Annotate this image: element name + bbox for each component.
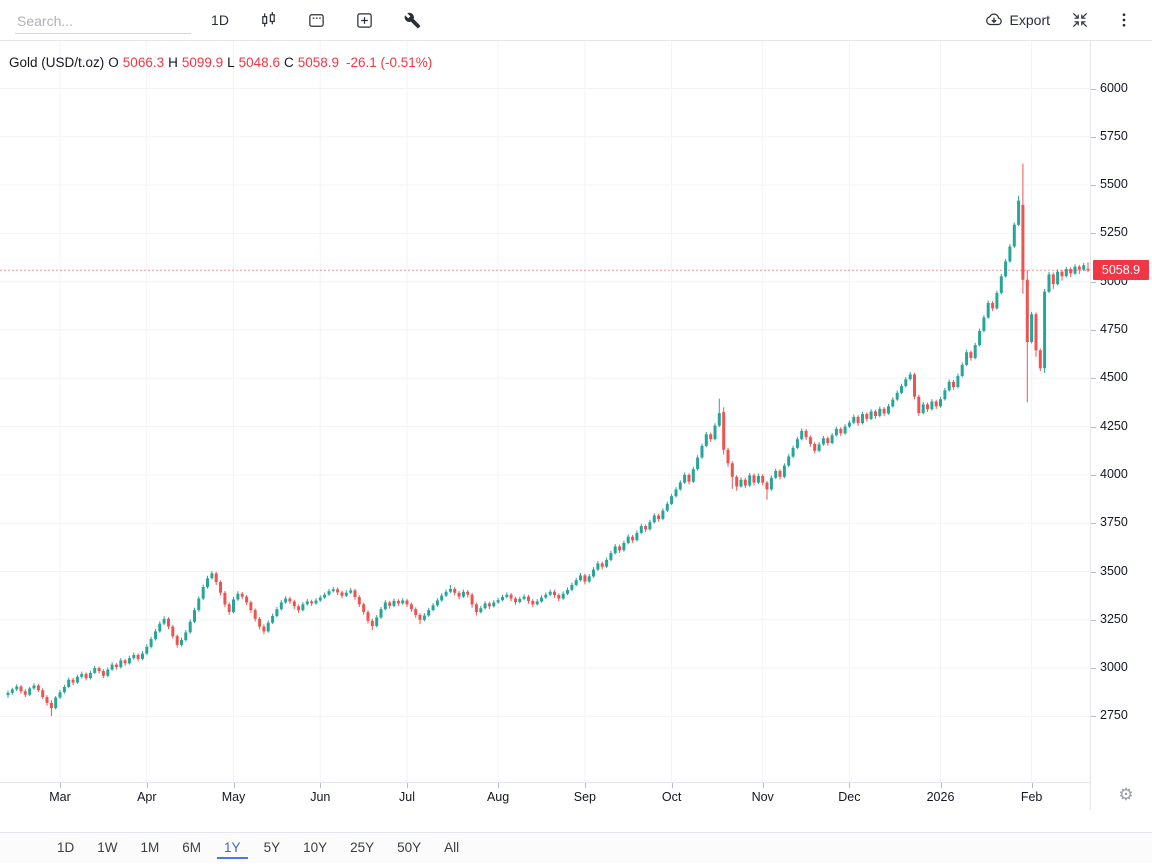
price-axis-tick (1091, 233, 1096, 235)
price-axis-tick (1091, 136, 1096, 138)
time-axis-label: Jul (399, 790, 415, 804)
time-axis-label: Feb (1020, 790, 1043, 804)
price-axis-tick (1091, 571, 1096, 573)
price-axis-tick (1091, 474, 1096, 476)
close-value: 5058.9 (297, 55, 339, 70)
time-axis-label: Nov (751, 790, 774, 804)
ohlc-legend: Gold (USD/t.oz) O 5066.3 H 5099.9 L 5048.6 C 505… (9, 55, 433, 70)
current-price-tag: 5058.9 (1093, 260, 1149, 281)
price-axis-label: 3250 (1100, 611, 1128, 626)
price-axis-label: 4750 (1100, 322, 1128, 336)
toolbar-right-group: Export (984, 0, 1138, 40)
collapse-arrows-icon (1071, 11, 1089, 29)
price-axis-tick (1091, 523, 1096, 525)
time-axis-label: Sep (573, 790, 597, 804)
compare-add-button[interactable] (350, 6, 378, 34)
range-bar: 1D 1W 1M 6M 1Y 5Y 10Y 25Y 50Y All (0, 832, 1152, 863)
time-axis-label: Aug (486, 790, 510, 804)
price-axis-label: 5250 (1100, 225, 1128, 240)
search-input[interactable] (15, 9, 191, 34)
kebab-menu-icon (1115, 11, 1133, 29)
price-axis[interactable]: 6000 5750 5500 5250 5000 4750 4500 4250 4000 3750… (1090, 41, 1152, 810)
price-axis-tick (1091, 185, 1096, 187)
price-axis-tick (1091, 619, 1096, 621)
range-button-1y[interactable]: 1Y (217, 837, 248, 859)
time-axis-tick (762, 783, 764, 788)
chart-style-button[interactable] (254, 6, 282, 34)
cloud-download-icon (984, 10, 1004, 30)
tools-button[interactable] (398, 6, 426, 34)
candlestick-chart[interactable] (0, 41, 1090, 782)
price-axis-tick (1091, 668, 1096, 670)
range-button-25y[interactable]: 25Y (343, 837, 381, 859)
time-axis-label: Dec (838, 790, 861, 804)
time-axis-tick (233, 783, 235, 788)
time-axis-label: Oct (661, 790, 682, 804)
time-axis[interactable]: Mar Apr May Jun Jul Aug Sep Oct Nov Dec 2026 Feb (0, 782, 1090, 811)
price-axis-tick (1091, 426, 1096, 428)
range-button-1w[interactable]: 1W (90, 837, 124, 859)
interval-button[interactable]: 1D (206, 6, 234, 34)
time-axis-tick (60, 783, 61, 788)
export-label: Export (1009, 12, 1050, 28)
low-value: 5048.6 (238, 55, 280, 70)
more-menu-button[interactable] (1110, 6, 1138, 34)
price-axis-tick (1091, 281, 1096, 283)
time-axis-label: Jun (310, 790, 331, 804)
time-axis-tick (320, 783, 322, 788)
price-axis-label: 6000 (1100, 80, 1128, 95)
time-axis-tick (671, 783, 673, 788)
price-axis-label: 2750 (1100, 708, 1128, 723)
symbol-name: Gold (USD/t.oz) (9, 55, 105, 70)
change-value: -26.1 (-0.51%) (346, 55, 433, 70)
calendar-icon (307, 11, 326, 30)
high-value: 5099.9 (181, 55, 224, 70)
price-axis-label: 3500 (1100, 563, 1128, 578)
time-axis-label: 2026 (926, 790, 955, 804)
price-axis-label: 3000 (1100, 660, 1128, 675)
top-toolbar: 1D (0, 0, 1152, 41)
price-axis-label: 5500 (1100, 177, 1128, 192)
plus-square-icon (355, 11, 374, 30)
time-axis-label: Mar (49, 790, 71, 804)
range-button-5y[interactable]: 5Y (257, 837, 288, 859)
collapse-button[interactable] (1066, 6, 1094, 34)
range-button-10y[interactable]: 10Y (296, 837, 334, 859)
price-axis-tick (1091, 378, 1096, 380)
range-button-1m[interactable]: 1M (134, 837, 167, 859)
price-axis-tick (1091, 330, 1096, 331)
price-axis-tick (1091, 716, 1096, 718)
price-axis-label: 5750 (1100, 128, 1128, 143)
candlestick-icon (259, 11, 278, 30)
range-button-6m[interactable]: 6M (175, 837, 208, 859)
time-axis-tick (940, 783, 942, 788)
range-button-50y[interactable]: 50Y (390, 837, 428, 859)
price-axis-tick (1091, 88, 1096, 90)
axis-settings-gear-icon[interactable]: ⚙ (1118, 785, 1134, 804)
price-axis-label: 4500 (1100, 370, 1128, 385)
open-value: 5066.3 (122, 55, 165, 70)
chart-tools-group: 1D (206, 0, 426, 40)
time-axis-tick (498, 783, 500, 788)
export-button[interactable]: Export (984, 6, 1050, 34)
range-button-all[interactable]: All (437, 837, 466, 859)
time-axis-tick (849, 783, 851, 788)
date-range-button[interactable] (302, 6, 330, 34)
price-axis-label: 4000 (1100, 466, 1128, 481)
range-button-1d[interactable]: 1D (50, 837, 81, 859)
time-axis-tick (146, 783, 148, 788)
price-axis-label: 3750 (1100, 515, 1128, 530)
price-axis-label: 4250 (1100, 418, 1128, 433)
time-axis-tick (407, 783, 408, 788)
wrench-icon (404, 12, 421, 29)
time-axis-tick (584, 783, 586, 788)
time-axis-tick (1031, 783, 1033, 788)
time-axis-label: Apr (137, 790, 157, 804)
time-axis-label: May (221, 790, 246, 804)
